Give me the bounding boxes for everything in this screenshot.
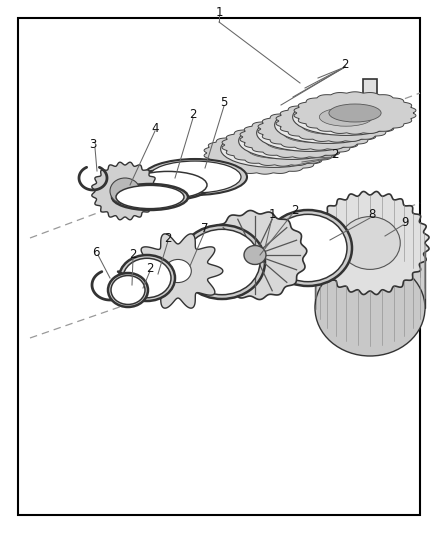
Ellipse shape [301, 116, 355, 134]
Ellipse shape [110, 178, 140, 204]
Ellipse shape [315, 260, 425, 356]
Text: 1: 1 [215, 5, 223, 19]
Text: 8: 8 [368, 208, 376, 222]
Polygon shape [240, 116, 362, 158]
Ellipse shape [311, 112, 363, 130]
Ellipse shape [275, 107, 381, 143]
Ellipse shape [293, 99, 399, 135]
Text: 1: 1 [268, 208, 276, 222]
Ellipse shape [247, 140, 300, 158]
Ellipse shape [116, 185, 184, 208]
Text: 9: 9 [401, 216, 409, 230]
Ellipse shape [179, 225, 265, 299]
Ellipse shape [283, 124, 337, 142]
Text: 7: 7 [201, 222, 209, 235]
Ellipse shape [257, 115, 364, 151]
Ellipse shape [108, 273, 148, 307]
Ellipse shape [123, 259, 171, 298]
Ellipse shape [329, 104, 381, 122]
Ellipse shape [221, 131, 327, 167]
Polygon shape [258, 108, 380, 150]
Ellipse shape [264, 210, 352, 286]
Ellipse shape [244, 246, 266, 264]
Ellipse shape [111, 276, 145, 304]
Ellipse shape [143, 159, 247, 195]
Text: 6: 6 [92, 246, 100, 260]
Ellipse shape [257, 136, 309, 154]
Ellipse shape [129, 172, 207, 199]
Polygon shape [133, 234, 223, 308]
Ellipse shape [293, 120, 345, 138]
Ellipse shape [184, 229, 260, 295]
Ellipse shape [165, 260, 191, 282]
Ellipse shape [149, 161, 241, 193]
Ellipse shape [112, 184, 188, 210]
Text: 2: 2 [189, 109, 197, 122]
Text: 2: 2 [341, 59, 349, 71]
Text: 2: 2 [164, 231, 172, 245]
Ellipse shape [275, 128, 327, 146]
Text: 2: 2 [129, 248, 137, 262]
Text: 4: 4 [151, 122, 159, 134]
Polygon shape [222, 124, 344, 166]
Ellipse shape [119, 255, 175, 301]
Text: 3: 3 [89, 139, 97, 151]
Text: 2: 2 [291, 205, 299, 217]
Ellipse shape [269, 214, 347, 281]
Polygon shape [315, 243, 425, 308]
Ellipse shape [265, 132, 319, 150]
Ellipse shape [239, 123, 345, 159]
Polygon shape [203, 211, 307, 300]
Polygon shape [92, 162, 158, 220]
Text: 2: 2 [331, 149, 339, 161]
Text: 2: 2 [146, 262, 154, 274]
Ellipse shape [239, 144, 291, 162]
Ellipse shape [319, 108, 373, 126]
Ellipse shape [340, 216, 400, 269]
Polygon shape [204, 132, 326, 174]
Ellipse shape [125, 170, 211, 200]
Polygon shape [276, 100, 398, 142]
Polygon shape [311, 191, 429, 295]
Polygon shape [363, 79, 377, 133]
Polygon shape [294, 92, 416, 134]
Text: 5: 5 [220, 96, 228, 109]
